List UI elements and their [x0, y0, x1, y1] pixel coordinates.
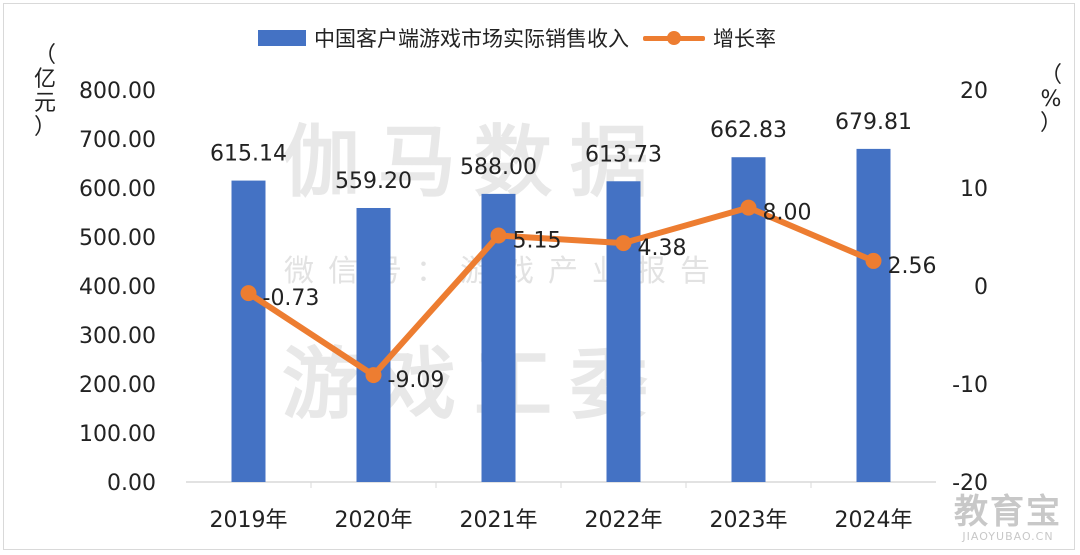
- y-right-tick-label: 0: [974, 275, 988, 300]
- y-left-tick-label: 400.00: [79, 275, 156, 300]
- y-left-tick-label: 700.00: [79, 128, 156, 153]
- growth-value-label: -0.73: [263, 286, 320, 311]
- bar: [856, 148, 891, 482]
- growth-point: [365, 367, 382, 384]
- growth-value-label: 4.38: [638, 236, 687, 261]
- y-right-tick-label: 10: [960, 177, 988, 202]
- y-left-tick-label: 600.00: [79, 177, 156, 202]
- y-left-tick-label: 500.00: [79, 226, 156, 251]
- growth-value-label: 8.00: [763, 201, 812, 226]
- bar-value-label: 662.83: [710, 118, 787, 143]
- growth-point: [740, 199, 757, 216]
- x-tick-label: 2022年: [585, 508, 663, 533]
- y-left-tick-label: 800.00: [79, 79, 156, 104]
- growth-point: [865, 252, 882, 269]
- bar: [356, 207, 391, 482]
- growth-point: [240, 285, 257, 302]
- left-axis-unit: （亿元）: [34, 43, 57, 140]
- bar-value-label: 613.73: [585, 142, 662, 167]
- y-right-tick-label: -10: [952, 373, 988, 398]
- bar-value-label: 559.20: [335, 169, 412, 194]
- legend-label-revenue: 中国客户端游戏市场实际销售收入: [314, 27, 629, 51]
- y-right-tick-label: -20: [952, 471, 988, 496]
- chart-legend: 中国客户端游戏市场实际销售收入 增长率: [258, 22, 776, 54]
- bar-value-label: 679.81: [835, 110, 912, 135]
- x-tick-label: 2023年: [710, 508, 788, 533]
- bar: [606, 181, 641, 483]
- growth-point: [615, 235, 632, 252]
- growth-value-label: -9.09: [388, 368, 445, 393]
- bar-value-label: 615.14: [210, 142, 287, 167]
- y-left-tick-label: 100.00: [79, 422, 156, 447]
- x-tick-label: 2021年: [460, 508, 538, 533]
- y-left-tick-label: 300.00: [79, 324, 156, 349]
- y-left-tick-label: 200.00: [79, 373, 156, 398]
- x-tick-label: 2020年: [335, 508, 413, 533]
- bar-value-label: 588.00: [460, 155, 537, 180]
- right-axis-unit: （%）: [1040, 63, 1063, 136]
- chart-frame: [3, 3, 1075, 550]
- x-tick-label: 2019年: [210, 508, 288, 533]
- legend-line-swatch: [643, 30, 705, 46]
- legend-label-growth: 增长率: [713, 27, 776, 51]
- legend-bar-swatch: [258, 30, 306, 46]
- y-left-tick-label: 0.00: [107, 471, 156, 496]
- bar: [231, 180, 266, 482]
- legend-item-growth: 增长率: [643, 23, 776, 53]
- growth-line: [245, 204, 877, 379]
- legend-item-revenue: 中国客户端游戏市场实际销售收入: [258, 23, 629, 53]
- growth-point: [490, 227, 507, 244]
- growth-value-label: 2.56: [888, 254, 937, 279]
- site-logo: 教育宝 JIAOYUBAO.CN: [954, 492, 1062, 543]
- x-tick-label: 2024年: [835, 508, 913, 533]
- y-right-tick-label: 20: [960, 79, 988, 104]
- growth-value-label: 5.15: [513, 229, 562, 254]
- watermark-main: 伽马数据: [282, 118, 667, 208]
